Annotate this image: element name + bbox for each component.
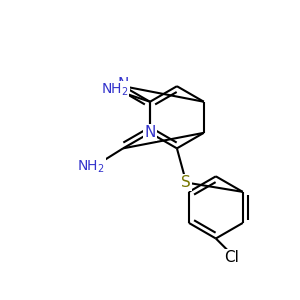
Text: NH$_2$: NH$_2$ bbox=[101, 82, 129, 98]
Text: S: S bbox=[182, 175, 191, 190]
Text: Cl: Cl bbox=[224, 250, 239, 265]
Text: N: N bbox=[117, 77, 129, 92]
Text: NH$_2$: NH$_2$ bbox=[77, 158, 105, 175]
Text: N: N bbox=[144, 125, 156, 140]
